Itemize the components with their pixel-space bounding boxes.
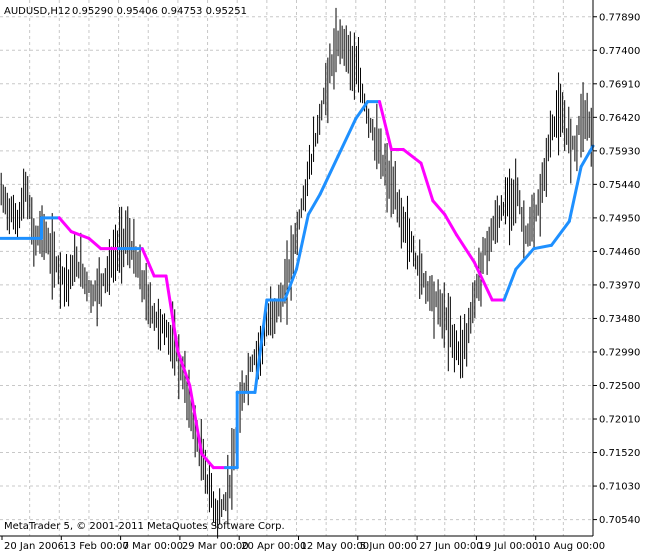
trend-segment — [188, 383, 204, 456]
y-tick-label: 0.73480 — [599, 314, 640, 325]
y-tick-label: 0.71520 — [599, 448, 640, 459]
price-axis: 0.77890 0.77400 0.76910 0.76420 0.75930 0.754… — [592, 0, 640, 536]
x-tick-label: 27 Jun 00:00 — [419, 541, 483, 552]
x-tick-label: 29 Mar 00:00 — [182, 541, 249, 552]
trend-segment — [378, 100, 393, 151]
trend-segment — [354, 100, 370, 121]
trend-segment — [176, 349, 192, 387]
trend-segment — [318, 154, 340, 196]
trend-line — [0, 100, 595, 470]
x-tick-label: 13 Feb 00:00 — [63, 541, 129, 552]
trend-segment — [472, 260, 494, 302]
trend-segment — [532, 243, 553, 251]
x-tick-label: 12 May 00:00 — [301, 541, 370, 552]
trend-segment — [502, 267, 518, 302]
x-tick-label: 5 Jun 00:00 — [360, 541, 417, 552]
y-tick-label: 0.75930 — [599, 146, 640, 157]
y-tick-label: 0.70540 — [599, 515, 640, 526]
y-tick-label: 0.73970 — [599, 280, 640, 291]
y-tick-label: 0.72990 — [599, 347, 640, 358]
trend-segment — [549, 219, 571, 247]
y-tick-label: 0.74460 — [599, 247, 640, 258]
y-tick-label: 0.74950 — [599, 213, 640, 224]
trend-segment — [455, 233, 476, 264]
trend-segment — [140, 247, 156, 278]
y-tick-label: 0.77890 — [599, 12, 640, 23]
trend-segment — [431, 199, 447, 216]
trend-segment — [514, 247, 536, 271]
trend-segment — [579, 144, 595, 169]
y-tick-label: 0.77400 — [599, 46, 640, 57]
chart-symbol-label: AUDUSD,H12 — [4, 6, 71, 17]
trend-segment — [336, 117, 358, 158]
price-bars — [0, 7, 592, 539]
trend-segment — [69, 230, 91, 240]
x-tick-label: 20 Jan 2006 — [4, 541, 64, 552]
trend-segment — [253, 298, 269, 394]
y-tick-label: 0.72500 — [599, 381, 640, 392]
trend-segment — [164, 274, 180, 353]
y-tick-label: 0.71030 — [599, 482, 640, 493]
trend-segment — [295, 212, 310, 271]
x-tick-label: 10 Aug 00:00 — [538, 541, 605, 552]
trend-segment — [57, 216, 73, 234]
chart-ohlc-label: 0.95290 0.95406 0.94753 0.95251 — [72, 6, 247, 17]
trend-segment — [283, 267, 298, 302]
trend-segment — [419, 161, 435, 203]
y-tick-label: 0.72010 — [599, 415, 640, 426]
trend-segment — [87, 236, 103, 251]
x-tick-label: 20 Apr 00:00 — [241, 541, 306, 552]
x-tick-label: 7 Mar 00:00 — [123, 541, 183, 552]
trend-segment — [567, 165, 583, 223]
y-tick-label: 0.75440 — [599, 180, 640, 191]
trend-segment — [306, 192, 322, 216]
trend-segment — [443, 212, 459, 237]
y-tick-label: 0.76910 — [599, 79, 640, 90]
trend-segment — [401, 147, 423, 165]
y-tick-label: 0.76420 — [599, 113, 640, 124]
trend-segment — [200, 452, 215, 470]
x-tick-label: 19 Jul 00:00 — [478, 541, 538, 552]
copyright-label: MetaTrader 5, © 2001-2011 MetaQuotes Sof… — [4, 521, 285, 532]
